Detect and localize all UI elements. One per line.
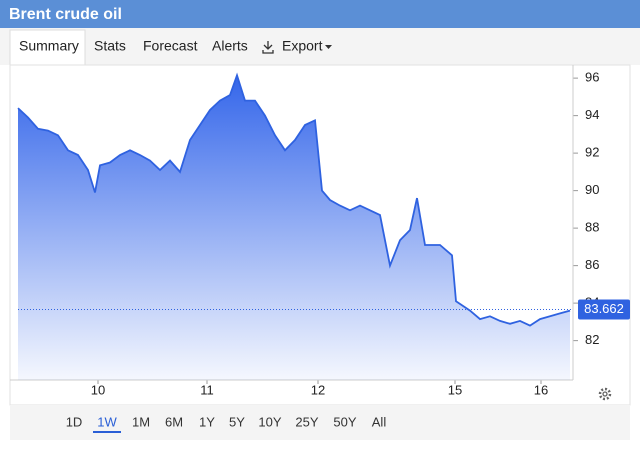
x-tick-label: 16 <box>534 382 548 397</box>
x-tick-label: 15 <box>448 382 462 397</box>
range-button[interactable]: 1Y <box>199 414 215 429</box>
y-tick-label: 96 <box>585 70 599 85</box>
gear-icon[interactable] <box>598 387 612 401</box>
export-caret <box>325 45 332 49</box>
area <box>18 75 570 381</box>
range-button[interactable]: 10Y <box>258 414 281 429</box>
range-button[interactable]: 1D <box>66 414 83 429</box>
range-button[interactable]: 5Y <box>229 414 245 429</box>
gear-hub <box>602 391 608 397</box>
tab[interactable]: Export <box>282 38 323 54</box>
x-tick-label: 10 <box>91 382 105 397</box>
price-line <box>17 72 571 327</box>
tab[interactable]: Alerts <box>212 38 248 54</box>
tab[interactable]: Forecast <box>143 38 198 54</box>
range-bar <box>10 405 630 440</box>
range-button[interactable]: All <box>372 414 387 429</box>
y-tick-label: 92 <box>585 145 599 160</box>
header-bar <box>0 0 640 28</box>
tab-selected <box>9 29 86 66</box>
y-tick-label: 94 <box>585 107 599 122</box>
last-value-box <box>578 299 630 320</box>
tab[interactable]: Stats <box>94 38 126 54</box>
y-tick-label: 90 <box>585 182 599 197</box>
last-value-label: 83.662 <box>584 301 624 316</box>
tab[interactable]: Summary <box>19 38 79 54</box>
y-tick-label: 86 <box>585 257 599 272</box>
x-tick-label: 12 <box>311 382 325 397</box>
range-button[interactable]: 1M <box>132 414 150 429</box>
range-button[interactable]: 6M <box>165 414 183 429</box>
range-button[interactable]: 50Y <box>333 414 356 429</box>
x-tick-label: 11 <box>200 382 214 397</box>
range-button[interactable]: 1W <box>97 414 117 429</box>
export-icon <box>262 41 274 54</box>
y-tick-label: 88 <box>585 220 599 235</box>
header-title: Brent crude oil <box>9 6 122 23</box>
y-tick-label: 82 <box>585 332 599 347</box>
gear-teeth <box>598 387 612 401</box>
range-button[interactable]: 25Y <box>295 414 318 429</box>
tab-bar <box>0 28 640 65</box>
